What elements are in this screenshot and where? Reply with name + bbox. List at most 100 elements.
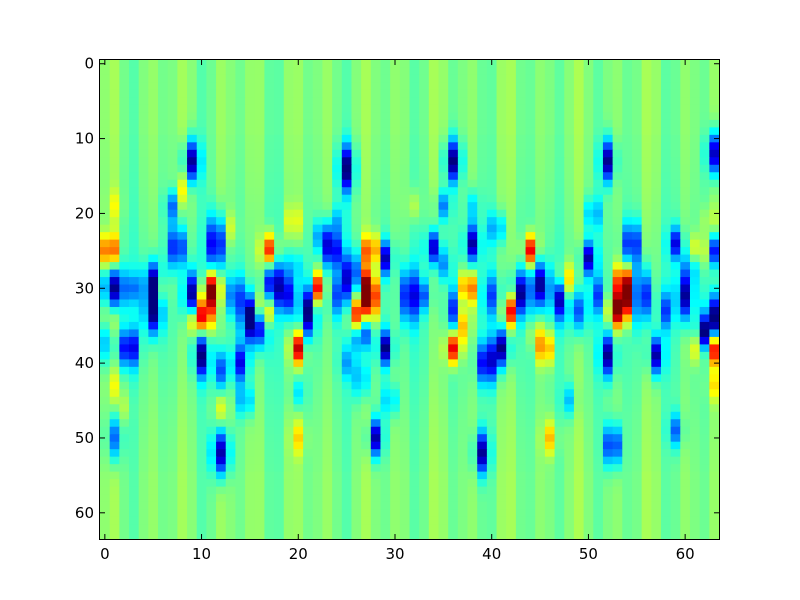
- heatmap-cell: [264, 314, 275, 323]
- heatmap-cell: [399, 366, 411, 375]
- heatmap-cell: [312, 411, 324, 420]
- heatmap-cell: [148, 172, 159, 181]
- heatmap-cell: [148, 224, 159, 233]
- heatmap-cell: [109, 516, 120, 525]
- heatmap-cell: [506, 60, 517, 69]
- heatmap-cell: [486, 67, 498, 76]
- heatmap-cell: [187, 269, 198, 278]
- heatmap-cell: [119, 202, 130, 211]
- heatmap-cell: [689, 262, 701, 271]
- heatmap-cell: [593, 67, 604, 76]
- heatmap-cell: [602, 179, 614, 188]
- heatmap-cell: [148, 359, 159, 368]
- heatmap-cell: [670, 396, 681, 405]
- heatmap-cell: [399, 471, 411, 480]
- heatmap-cell: [564, 389, 575, 398]
- heatmap-cell: [341, 479, 353, 488]
- heatmap-cell: [322, 426, 333, 435]
- heatmap-cell: [660, 299, 672, 308]
- heatmap-cell: [438, 112, 449, 121]
- heatmap-cell: [448, 479, 459, 488]
- heatmap-cell: [380, 82, 391, 91]
- heatmap-cell: [216, 60, 227, 69]
- heatmap-cell: [274, 486, 285, 495]
- heatmap-cell: [177, 82, 188, 91]
- heatmap-cell: [293, 202, 304, 211]
- heatmap-cell: [515, 179, 527, 188]
- heatmap-cell: [235, 516, 246, 525]
- heatmap-cell: [312, 336, 324, 345]
- heatmap-cell: [448, 247, 459, 256]
- heatmap-cell: [612, 179, 623, 188]
- heatmap-cell: [216, 217, 227, 226]
- heatmap-cell: [274, 112, 285, 121]
- x-tick-label: 40: [482, 545, 501, 563]
- heatmap-cell: [332, 479, 343, 488]
- heatmap-cell: [177, 202, 188, 211]
- heatmap-cell: [680, 119, 691, 128]
- heatmap-cell: [457, 426, 469, 435]
- heatmap-cell: [196, 336, 207, 345]
- heatmap-cell: [660, 232, 672, 241]
- heatmap-cell: [100, 127, 111, 136]
- heatmap-cell: [535, 127, 546, 136]
- heatmap-cell: [264, 112, 275, 121]
- heatmap-cell: [457, 60, 469, 69]
- heatmap-cell: [699, 239, 710, 248]
- heatmap-cell: [515, 224, 527, 233]
- heatmap-cell: [361, 254, 372, 263]
- heatmap-cell: [187, 344, 198, 353]
- heatmap-cell: [486, 269, 498, 278]
- heatmap-cell: [351, 426, 362, 435]
- heatmap-cell: [448, 164, 459, 173]
- heatmap-cell: [264, 396, 275, 405]
- heatmap-cell: [448, 97, 459, 106]
- heatmap-cell: [670, 232, 681, 241]
- heatmap-cell: [419, 232, 430, 241]
- heatmap-cell: [622, 516, 633, 525]
- heatmap-cell: [467, 509, 478, 518]
- heatmap-cell: [583, 172, 594, 181]
- heatmap-cell: [119, 119, 130, 128]
- heatmap-cell: [119, 269, 130, 278]
- heatmap-cell: [341, 60, 353, 69]
- heatmap-cell: [119, 82, 130, 91]
- heatmap-cell: [438, 359, 449, 368]
- heatmap-cell: [245, 202, 256, 211]
- heatmap-cell: [699, 449, 710, 458]
- heatmap-cell: [573, 112, 585, 121]
- heatmap-cell: [583, 306, 594, 316]
- heatmap-cell: [312, 524, 324, 533]
- heatmap-cell: [506, 426, 517, 435]
- heatmap-cell: [100, 74, 111, 84]
- heatmap-cell: [477, 381, 488, 390]
- heatmap-cell: [370, 232, 382, 241]
- heatmap-cell: [660, 509, 672, 518]
- heatmap-cell: [622, 306, 633, 316]
- heatmap-cell: [187, 74, 198, 84]
- heatmap-cell: [651, 239, 662, 248]
- heatmap-cell: [670, 471, 681, 480]
- heatmap-cell: [477, 134, 488, 143]
- heatmap-cell: [109, 411, 120, 420]
- heatmap-cell: [361, 449, 372, 458]
- heatmap-cell: [370, 524, 382, 533]
- heatmap-cell: [109, 501, 120, 510]
- heatmap-cell: [399, 127, 411, 136]
- heatmap-cell: [602, 314, 614, 323]
- heatmap-cell: [109, 464, 120, 473]
- heatmap-cell: [341, 179, 353, 188]
- heatmap-cell: [283, 344, 295, 353]
- heatmap-cell: [525, 157, 536, 166]
- heatmap-cell: [583, 494, 594, 503]
- heatmap-cell: [109, 269, 120, 278]
- heatmap-cell: [303, 89, 314, 99]
- heatmap-cell: [341, 351, 353, 360]
- heatmap-cell: [119, 97, 130, 106]
- heatmap-cell: [438, 494, 449, 503]
- heatmap-cell: [515, 366, 527, 375]
- heatmap-cell: [177, 119, 188, 128]
- heatmap-cell: [554, 434, 565, 443]
- heatmap-cell: [158, 434, 169, 443]
- heatmap-cell: [216, 187, 227, 196]
